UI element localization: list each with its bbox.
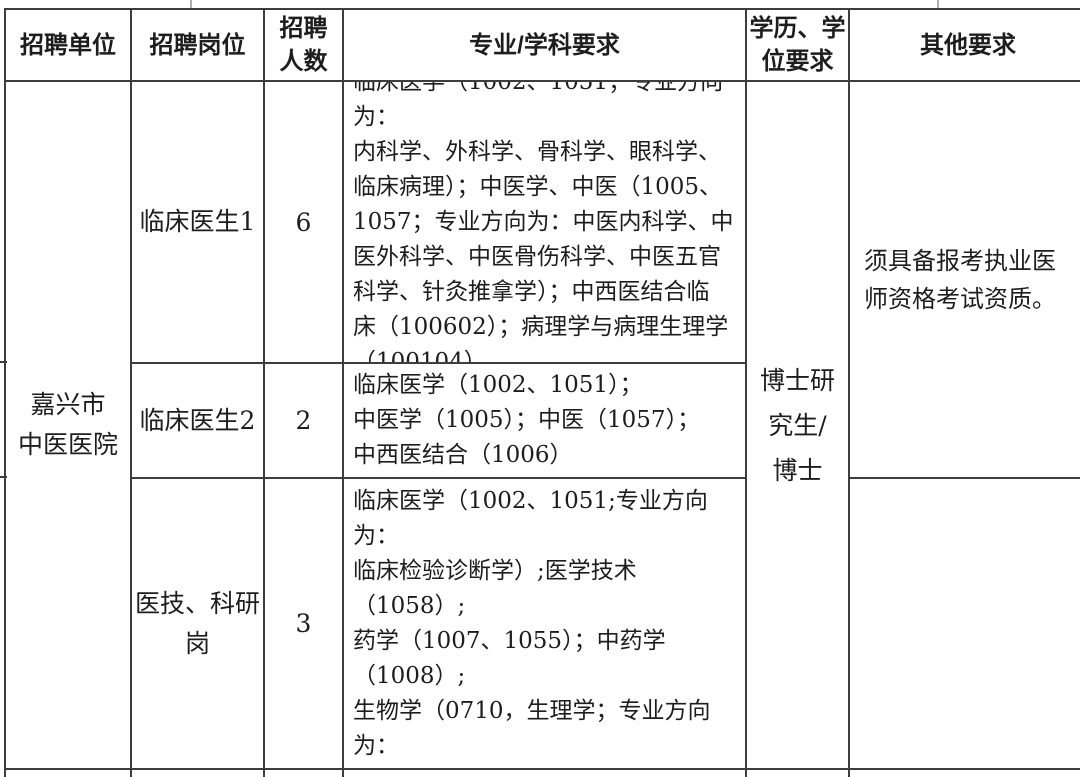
scan-artifact-stub [0, 476, 7, 478]
cell-headcount-row1: 6 [265, 82, 344, 364]
cell-position-row3: 医技、科研 岗 [132, 479, 265, 770]
header-cell-recruiting-unit: 招聘单位 [6, 10, 132, 82]
next-row-cell-clipped [132, 770, 265, 777]
recruiting-unit-name: 嘉兴市 中医医院 [17, 390, 118, 459]
header-label-recruiting-unit: 招聘单位 [20, 31, 116, 59]
scan-artifact-tick [190, 0, 192, 9]
cell-recruiting-unit: 嘉兴市 中医医院 [6, 82, 132, 770]
header-label-other-requirements: 其他要求 [920, 31, 1016, 59]
recruitment-table: 招聘单位 招聘岗位 招聘 人数 专业/学科要求 学历、学 位要求 其他要求 嘉兴… [4, 8, 1080, 777]
next-row-cell-clipped [6, 770, 132, 777]
cell-degree-requirement: 博士研 究生/ 博士 [747, 82, 850, 770]
next-row-cell-clipped [265, 770, 344, 777]
header-cell-headcount: 招聘 人数 [265, 10, 344, 82]
cell-position-row1: 临床医生1 [132, 82, 265, 364]
header-label-degree-requirements: 学历、学 位要求 [749, 15, 846, 75]
position-name: 临床医生1 [139, 207, 256, 236]
major-requirements-text: 临床医学（1002、1051）； 中医学（1005）；中医（1057）； 中西医… [353, 372, 701, 468]
cell-position-row2: 临床医生2 [132, 364, 265, 479]
scan-artifact-stub [0, 361, 7, 363]
other-requirement-text: 须具备报考执业医 师资格考试资质。 [864, 246, 1056, 313]
next-row-cell-clipped [850, 770, 1080, 777]
major-requirements-text: 临床医学（1002、1051；专业方向为： 内科学、外科学、骨科学、眼科学、 临… [353, 82, 734, 364]
cell-headcount-row2: 2 [265, 364, 344, 479]
headcount-value: 6 [295, 207, 312, 237]
header-cell-degree-requirements: 学历、学 位要求 [747, 10, 850, 82]
header-label-headcount: 招聘 人数 [279, 15, 328, 75]
header-label-position: 招聘岗位 [149, 31, 246, 59]
cell-major-requirements-row2: 临床医学（1002、1051）； 中医学（1005）；中医（1057）； 中西医… [344, 364, 747, 479]
header-cell-position: 招聘岗位 [132, 10, 265, 82]
next-row-cell-clipped [344, 770, 747, 777]
cell-major-requirements-row3: 基础医学（1001；专业方向为：免疫 学、病原生物学）； 临床医学（1002、1… [344, 479, 747, 770]
header-label-major-requirements: 专业/学科要求 [469, 31, 620, 59]
position-name: 医技、科研 岗 [134, 588, 260, 658]
headcount-value: 2 [295, 406, 312, 435]
cell-other-requirement: 须具备报考执业医 师资格考试资质。 [850, 82, 1080, 479]
scan-artifact-tick [937, 0, 939, 9]
cell-other-requirement-row3-empty [850, 479, 1080, 770]
header-cell-other-requirements: 其他要求 [850, 10, 1080, 82]
cell-major-requirements-row1: 临床医学（1002、1051；专业方向为： 内科学、外科学、骨科学、眼科学、 临… [344, 82, 747, 364]
headcount-value: 3 [295, 609, 312, 638]
major-requirements-text: 基础医学（1001；专业方向为：免疫 学、病原生物学）； 临床医学（1002、1… [353, 487, 721, 769]
next-row-cell-clipped [747, 770, 850, 777]
degree-requirement-text: 博士研 究生/ 博士 [759, 365, 835, 485]
position-name: 临床医生2 [139, 405, 256, 435]
cell-headcount-row3: 3 [265, 479, 344, 770]
header-cell-major-requirements: 专业/学科要求 [344, 10, 747, 82]
